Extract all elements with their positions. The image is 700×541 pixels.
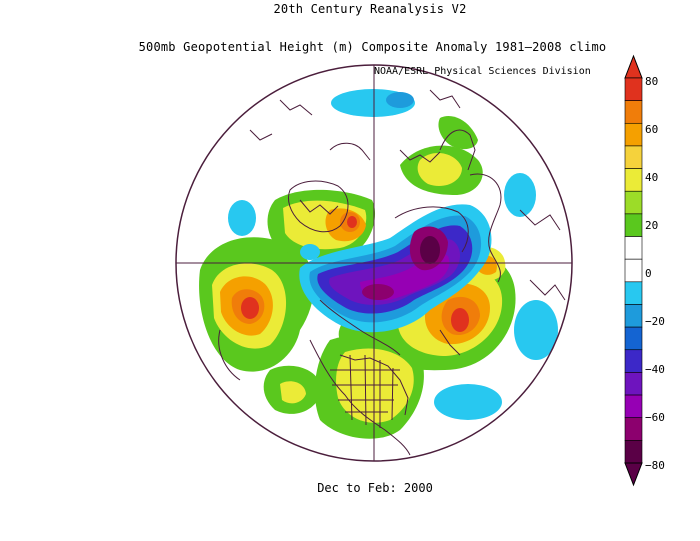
colorbar-swatch — [624, 168, 643, 192]
colorbar-swatch — [624, 236, 643, 260]
colorbar-tick-label: −40 — [645, 363, 665, 376]
colorbar-swatch — [624, 304, 643, 328]
chart-subtitle: 500mb Geopotential Height (m) Composite … — [138, 40, 607, 54]
colorbar-swatch — [624, 122, 643, 147]
colorbar-tick-label: 20 — [645, 219, 658, 232]
colorbar-swatch — [624, 258, 643, 283]
colorbar-swatch — [624, 281, 643, 305]
colorbar-swatch — [624, 440, 643, 464]
colorbar-tick-label: −80 — [645, 459, 665, 472]
colorbar-bottom-arrow — [624, 462, 643, 487]
colorbar-swatch — [624, 100, 643, 124]
colorbar-swatch — [624, 213, 643, 237]
colorbar-swatch — [624, 349, 643, 373]
colorbar-tick-label: −60 — [645, 411, 665, 424]
colorbar-swatch — [624, 326, 643, 351]
chart-title: 20th Century Reanalysis V2 — [273, 2, 467, 16]
colorbar-top-arrow — [624, 54, 643, 79]
colorbar-tick-label: −20 — [645, 315, 665, 328]
colorbar-swatch — [624, 372, 643, 396]
colorbar-swatch — [624, 190, 643, 215]
colorbar-tick-label: 80 — [645, 75, 658, 88]
credit-label: NOAA/ESRL Physical Sciences Division — [374, 66, 591, 77]
colorbar-swatch — [624, 394, 643, 419]
colorbar-tick-label: 0 — [645, 267, 652, 280]
colorbar-swatch — [624, 417, 643, 441]
season-label: Dec to Feb: 2000 — [317, 481, 433, 495]
colorbar-swatch — [624, 77, 643, 101]
colorbar-tick-label: 60 — [645, 123, 658, 136]
colorbar-swatch — [624, 145, 643, 169]
anomaly-field — [199, 89, 566, 456]
colorbar-tick-label: 40 — [645, 171, 658, 184]
